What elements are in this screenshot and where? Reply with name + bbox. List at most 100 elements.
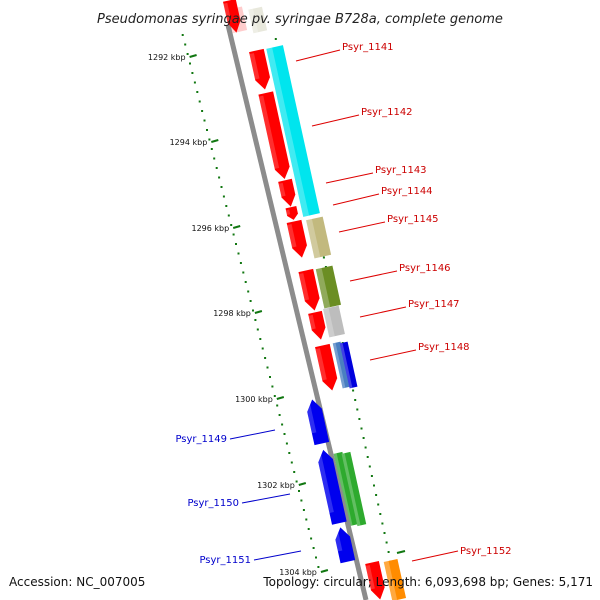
gene-arrow: [278, 178, 296, 207]
scale-dot: [220, 186, 223, 188]
scale-dot: [317, 566, 320, 568]
feature-block-fill: [306, 216, 332, 259]
feature-block-shine: [266, 47, 310, 217]
scale-dot: [322, 256, 325, 259]
gene-arrows: [223, 0, 385, 600]
gene-leader-line: [229, 429, 276, 440]
scale-tick: [232, 225, 241, 229]
scale-tick: [189, 54, 197, 58]
gene-arrow-body: [307, 399, 330, 446]
gene-label[interactable]: Psyr_1150: [187, 498, 239, 509]
scale-dot: [362, 437, 365, 439]
gene-label[interactable]: Psyr_1149: [175, 434, 227, 445]
feature-block: [333, 451, 359, 527]
scale-dot: [360, 427, 363, 430]
gene-leader-line: [359, 306, 407, 318]
backbone: [225, 24, 369, 600]
gene-label[interactable]: Psyr_1152: [460, 546, 512, 557]
gene-arrow-shine: [308, 314, 316, 330]
scale-dot: [312, 547, 315, 549]
gene-leader-line: [411, 550, 459, 562]
scale-tick-label: 1292 kbp: [148, 53, 186, 62]
gene-arrow-body: [278, 178, 296, 207]
scale-dot: [381, 522, 384, 525]
scale-tick: [396, 550, 406, 554]
scale-dot: [181, 34, 184, 36]
feature-block-shine: [339, 342, 353, 389]
gene-labels[interactable]: Psyr_1141 Psyr_1142 Psyr_1143 Psyr_1144 Psyr…: [175, 42, 511, 566]
gene-arrow-shine: [285, 209, 291, 215]
scale-dot: [247, 290, 250, 293]
feature-block-shine: [332, 342, 346, 389]
scale-dot: [259, 338, 262, 340]
scale-tick-label: 1304 kbp: [279, 568, 317, 577]
gene-label[interactable]: Psyr_1143: [375, 165, 427, 176]
gene-arrow: [258, 91, 290, 179]
gene-leader-line: [338, 221, 386, 233]
feature-block: [248, 6, 268, 34]
feature-block-fill: [315, 265, 341, 309]
gene-arrow: [285, 205, 298, 220]
gene-arrow-shine: [278, 182, 286, 197]
map-title: Pseudomonas syringae pv. syringae B728a,…: [97, 12, 503, 27]
feature-block-fill: [332, 341, 351, 389]
scale-dot: [210, 148, 213, 150]
gene-leader-line: [241, 493, 291, 504]
scale-dot: [307, 528, 310, 530]
gene-arrow: [315, 343, 338, 391]
scale-dot: [261, 347, 264, 350]
gene-label[interactable]: Psyr_1144: [381, 186, 433, 197]
scale-dot: [218, 176, 221, 179]
gene-label[interactable]: Psyr_1141: [342, 42, 394, 53]
gene-label[interactable]: Psyr_1146: [399, 263, 451, 274]
gene-arrow-body: [315, 343, 338, 391]
scale-dot: [266, 366, 269, 369]
scale-dot: [230, 224, 233, 226]
feature-block-fill: [339, 341, 358, 389]
gene-arrow-shine: [365, 564, 375, 590]
feature-block-shine: [333, 453, 353, 527]
scale-dot: [379, 513, 382, 515]
gene-arrow-body: [308, 310, 326, 340]
scale-dot: [293, 471, 296, 473]
scale-dot: [232, 233, 235, 236]
gene-label[interactable]: Psyr_1142: [361, 107, 413, 118]
scale-dot: [242, 271, 245, 274]
scale-dot: [385, 541, 388, 544]
gene-arrow: [305, 399, 330, 446]
feature-block-shine: [315, 268, 331, 309]
gene-arrow-body: [335, 527, 356, 564]
gene-arrow-body: [365, 560, 385, 600]
scale-tick-label: 1300 kbp: [235, 395, 273, 404]
gene-arrow-shine: [298, 273, 310, 301]
scale-dot: [368, 465, 371, 468]
scale-dot: [290, 461, 293, 464]
topology-text: Topology: circular; Length: 6,093,698 bp…: [262, 575, 593, 589]
scale-dot: [235, 243, 237, 245]
scale-dot: [244, 281, 247, 283]
gene-leader-line: [311, 114, 360, 127]
gene-label[interactable]: Psyr_1147: [408, 299, 460, 310]
feature-block-shine: [341, 453, 361, 527]
gene-label[interactable]: Psyr_1145: [387, 214, 439, 225]
scale-dot: [208, 138, 211, 141]
scale-dot: [295, 480, 298, 483]
scale-dot: [305, 518, 308, 521]
gene-arrow-shine: [223, 2, 232, 23]
gene-leader-line: [295, 49, 341, 62]
scale-dot: [364, 446, 367, 449]
gene-label[interactable]: Psyr_1148: [418, 342, 470, 353]
gene-arrow: [333, 527, 356, 564]
scale-dot: [252, 309, 254, 312]
scale-dot: [198, 100, 201, 103]
accession-text: Accession: NC_007005: [9, 575, 145, 589]
scale-dot: [370, 475, 373, 477]
feature-block-fill: [383, 558, 407, 600]
gene-arrow-shine: [249, 53, 260, 80]
gene-label[interactable]: Psyr_1151: [199, 555, 251, 566]
gene-arrow-shine: [258, 95, 280, 169]
feature-block-fill: [341, 451, 367, 527]
scale-dot: [310, 537, 313, 540]
scale-dot: [387, 551, 390, 553]
scale-dot: [298, 490, 300, 492]
